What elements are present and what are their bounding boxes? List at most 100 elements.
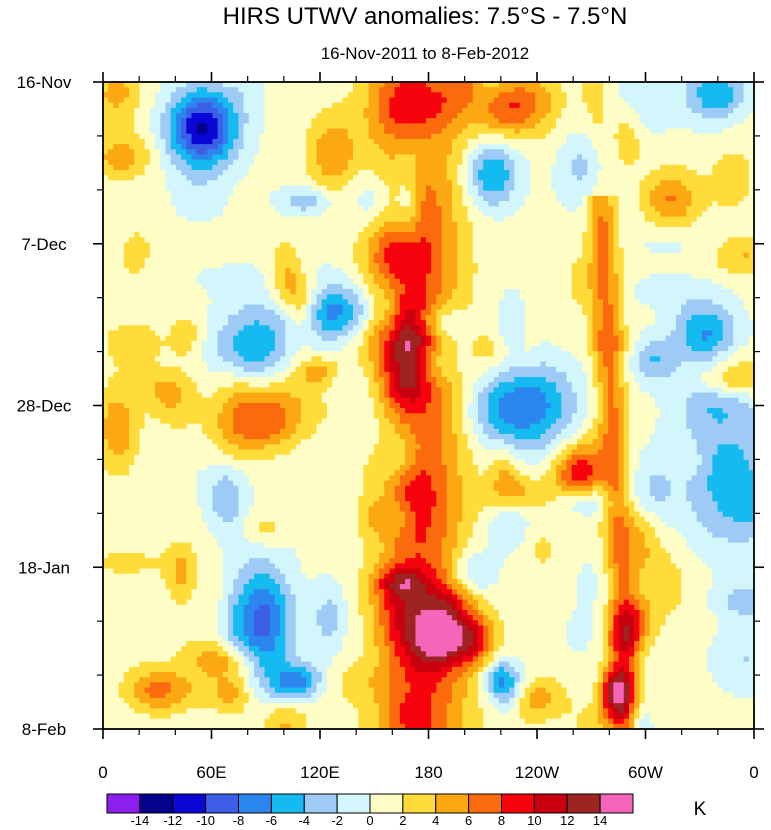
field-cell: [670, 113, 677, 119]
field-cell: [316, 257, 323, 264]
field-cell: [472, 201, 479, 207]
field-cell: [608, 185, 614, 192]
field-cell: [363, 149, 370, 156]
field-cell: [196, 180, 203, 187]
field-cell: [524, 97, 531, 104]
field-cell: [233, 107, 240, 114]
field-cell: [389, 242, 396, 249]
field-cell: [243, 113, 250, 119]
field-cell: [227, 87, 234, 93]
field-cell: [123, 154, 130, 161]
field-cell: [326, 216, 333, 223]
field-cell: [113, 92, 120, 99]
field-cell: [504, 102, 510, 109]
field-cell: [155, 263, 161, 269]
field-cell: [493, 195, 500, 202]
field-cell: [129, 232, 135, 238]
field-cell: [556, 201, 562, 207]
field-cell: [129, 195, 135, 202]
field-cell: [592, 92, 599, 99]
field-cell: [306, 216, 312, 223]
field-cell: [696, 237, 703, 244]
field-cell: [405, 185, 411, 192]
field-cell: [264, 257, 271, 264]
field-cell: [134, 149, 141, 156]
field-cell: [649, 242, 656, 249]
field-cell: [446, 169, 453, 176]
field-cell: [530, 232, 536, 238]
field-cell: [186, 232, 193, 238]
field-cell: [264, 190, 271, 197]
field-cell: [342, 206, 349, 212]
field-cell: [431, 237, 437, 244]
field-cell: [571, 149, 578, 156]
field-cell: [399, 257, 406, 264]
field-cell: [384, 118, 391, 125]
field-cell: [686, 273, 693, 280]
field-cell: [535, 221, 542, 228]
field-cell: [160, 149, 167, 156]
field-cell: [243, 257, 250, 264]
field-cell: [550, 185, 557, 192]
field-cell: [238, 175, 245, 181]
field-cell: [363, 138, 370, 145]
field-cell: [254, 206, 260, 212]
field-cell: [379, 107, 385, 114]
field-cell: [118, 133, 125, 140]
field-cell: [123, 211, 130, 218]
field-cell: [311, 180, 318, 187]
field-cell: [727, 185, 734, 192]
field-cell: [227, 107, 234, 114]
field-cell: [561, 263, 568, 269]
field-cell: [467, 278, 474, 285]
field-cell: [436, 144, 443, 150]
field-cell: [712, 237, 719, 244]
field-cell: [363, 113, 370, 119]
field-cell: [259, 159, 266, 166]
field-cell: [618, 216, 625, 223]
field-cell: [431, 82, 437, 88]
field-cell: [342, 107, 349, 114]
field-cell: [295, 237, 302, 244]
field-cell: [660, 263, 667, 269]
field-cell: [227, 273, 234, 280]
field-cell: [316, 232, 323, 238]
field-cell: [545, 118, 552, 125]
field-cell: [139, 216, 146, 223]
field-cell: [670, 138, 677, 145]
field-cell: [243, 278, 250, 285]
field-cell: [201, 283, 208, 290]
field-cell: [103, 252, 109, 259]
field-cell: [129, 185, 135, 192]
field-cell: [446, 87, 453, 93]
field-cell: [467, 206, 474, 212]
field-cell: [389, 283, 396, 290]
field-cell: [738, 226, 745, 233]
field-cell: [576, 87, 583, 93]
field-cell: [712, 221, 719, 228]
field-cell: [446, 283, 453, 290]
field-cell: [597, 164, 604, 171]
field-cell: [326, 102, 333, 109]
field-cell: [743, 97, 750, 104]
field-cell: [561, 226, 568, 233]
field-cell: [384, 263, 391, 269]
field-cell: [561, 195, 568, 202]
field-cell: [186, 201, 193, 207]
field-cell: [347, 211, 354, 218]
field-cell: [665, 242, 672, 249]
field-cell: [451, 216, 458, 223]
field-cell: [717, 263, 724, 269]
field-cell: [259, 144, 266, 150]
field-cell: [649, 221, 656, 228]
field-cell: [519, 82, 526, 88]
field-cell: [238, 87, 245, 93]
field-cell: [191, 92, 198, 99]
field-cell: [306, 201, 312, 207]
field-cell: [462, 128, 469, 135]
field-cell: [665, 237, 672, 244]
field-cell: [540, 180, 547, 187]
field-cell: [743, 138, 750, 145]
field-cell: [410, 216, 417, 223]
field-cell: [186, 144, 193, 150]
